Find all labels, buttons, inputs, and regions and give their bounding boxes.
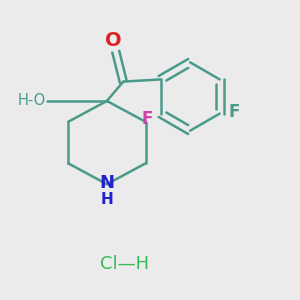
Text: H: H	[100, 192, 113, 207]
Text: H-O: H-O	[18, 93, 46, 108]
Text: F: F	[228, 103, 240, 121]
Text: O: O	[104, 31, 121, 50]
Text: N: N	[99, 174, 114, 192]
Text: F: F	[142, 110, 153, 128]
Text: Cl—H: Cl—H	[100, 255, 149, 273]
